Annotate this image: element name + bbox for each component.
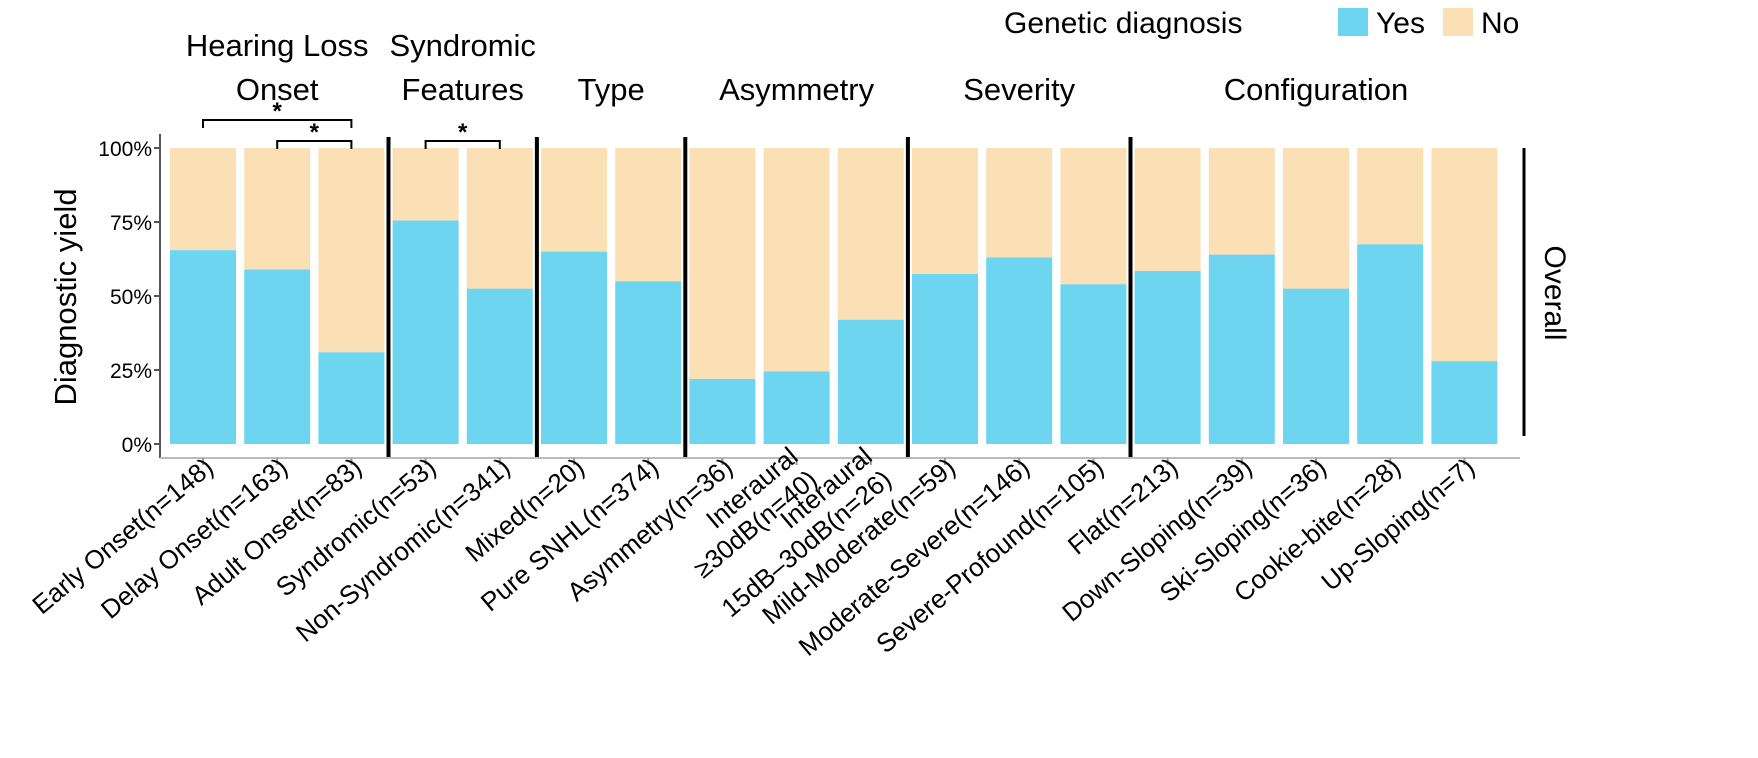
bar-no bbox=[392, 148, 459, 221]
bar-no bbox=[1431, 148, 1498, 362]
bars-layer bbox=[170, 148, 1498, 444]
bar-yes bbox=[244, 269, 311, 444]
bar-no bbox=[318, 148, 385, 353]
legend-title: Genetic diagnosis bbox=[1004, 7, 1242, 40]
significance-mark: * bbox=[310, 119, 320, 146]
bar-yes bbox=[1283, 288, 1349, 444]
bar-yes bbox=[170, 250, 236, 444]
bar-no bbox=[1060, 148, 1127, 285]
bar-no bbox=[1134, 148, 1201, 271]
bar-yes bbox=[1060, 284, 1127, 444]
bar-yes bbox=[392, 220, 459, 444]
bar-no bbox=[1283, 148, 1349, 289]
overall-label: Overall bbox=[1538, 245, 1571, 340]
bar-no bbox=[912, 148, 978, 274]
group-label: Syndromic bbox=[389, 28, 535, 63]
bar-no bbox=[986, 148, 1053, 258]
bar-yes bbox=[318, 352, 385, 444]
y-tick-label: 100% bbox=[98, 138, 152, 161]
y-tick-label: 50% bbox=[110, 286, 152, 309]
bar-yes bbox=[912, 273, 978, 444]
group-label: Onset bbox=[236, 72, 319, 107]
significance-bracket bbox=[424, 140, 501, 149]
group-label: Type bbox=[577, 72, 644, 107]
bar-yes bbox=[1134, 270, 1201, 444]
bar-no bbox=[763, 148, 830, 372]
bar-no bbox=[1357, 148, 1424, 245]
bar-no bbox=[244, 148, 311, 270]
significance-bracket bbox=[202, 119, 353, 128]
bar-yes bbox=[837, 319, 904, 444]
bar-yes bbox=[1431, 361, 1498, 444]
significance-bracket bbox=[276, 140, 353, 149]
y-axis-title: Diagnostic yield bbox=[48, 188, 83, 405]
bar-yes bbox=[541, 251, 607, 444]
bar-yes bbox=[615, 281, 682, 444]
group-label: Configuration bbox=[1224, 72, 1408, 107]
legend-label-no: No bbox=[1481, 7, 1519, 40]
bar-yes bbox=[1208, 254, 1275, 444]
bar-yes bbox=[763, 371, 830, 444]
axes-layer bbox=[154, 119, 1526, 465]
legend-swatch-yes bbox=[1338, 8, 1368, 36]
bar-no bbox=[615, 148, 682, 282]
significance-mark: * bbox=[458, 119, 468, 146]
group-label: Features bbox=[402, 72, 524, 107]
y-tick-label: 75% bbox=[110, 212, 152, 235]
bar-no bbox=[837, 148, 904, 320]
group-label: Hearing Loss bbox=[186, 28, 369, 63]
bar-no bbox=[170, 148, 236, 251]
legend-label-yes: Yes bbox=[1376, 7, 1425, 40]
group-label: Asymmetry bbox=[719, 72, 875, 107]
significance-mark: * bbox=[273, 98, 283, 125]
bar-yes bbox=[689, 378, 756, 444]
bar-no bbox=[689, 148, 756, 379]
y-tick-label: 25% bbox=[110, 360, 152, 383]
y-tick-label: 0% bbox=[122, 434, 152, 457]
bar-yes bbox=[986, 257, 1053, 444]
bar-no bbox=[466, 148, 533, 289]
bar-no bbox=[1208, 148, 1275, 255]
bar-no bbox=[541, 148, 607, 252]
bar-yes bbox=[1357, 244, 1424, 444]
bar-yes bbox=[466, 288, 533, 444]
legend-swatch-no bbox=[1443, 8, 1473, 36]
group-label: Severity bbox=[963, 72, 1075, 107]
